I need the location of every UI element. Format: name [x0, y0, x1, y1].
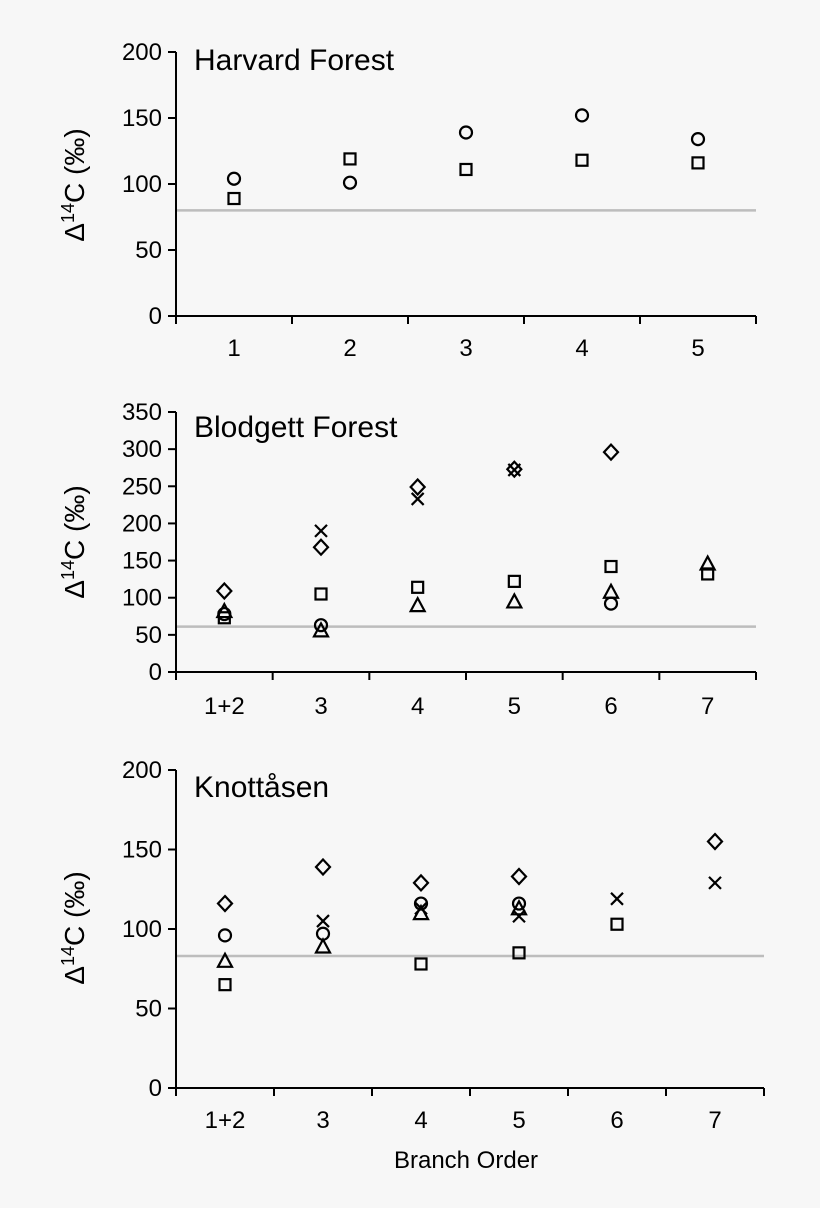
panel-knottasen: Knottåsen Δ14C (‰) Branch Order 0 50 100 15… — [58, 757, 765, 1174]
x-tick-label: 1+2 — [205, 1107, 246, 1134]
triangle-marker — [510, 899, 528, 916]
x-tick-label: 4 — [575, 335, 588, 362]
x-tick-label: 6 — [610, 1107, 623, 1134]
cross-marker — [610, 892, 624, 906]
diamond-marker — [510, 867, 528, 886]
circle-marker — [458, 125, 474, 140]
x-tick-label: 5 — [691, 335, 704, 362]
x-tick-label: 4 — [411, 693, 424, 720]
y-tick-label: 50 — [135, 996, 162, 1023]
square-marker — [610, 917, 624, 931]
panel-title-blodgett: Blodgett Forest — [194, 411, 398, 444]
y-tick-label: 350 — [122, 399, 162, 426]
square-marker — [691, 156, 705, 170]
x-tick-label: 1 — [227, 335, 240, 362]
x-tick-label: 3 — [459, 335, 472, 362]
x-tick-label: 7 — [701, 693, 714, 720]
square-marker — [604, 559, 618, 574]
square-marker — [701, 567, 715, 581]
cross-marker — [512, 909, 526, 924]
y-tick-label: 150 — [122, 105, 162, 132]
square-marker — [459, 162, 473, 177]
cross-marker — [708, 876, 722, 890]
x-tick-label: 7 — [708, 1107, 721, 1134]
y-tick-label: 300 — [122, 436, 162, 463]
diamond-marker — [412, 873, 430, 893]
triangle-marker — [698, 554, 717, 571]
y-tick-label: 150 — [122, 548, 162, 575]
x-tick-label: 4 — [414, 1107, 427, 1134]
y-tick-label: 0 — [149, 303, 162, 330]
y-tick-label: 100 — [122, 171, 162, 198]
cross-marker — [410, 492, 425, 506]
diamond-marker — [215, 581, 233, 601]
x-tick-label: 6 — [604, 693, 617, 720]
square-marker — [414, 957, 428, 971]
triangle-marker — [408, 595, 427, 613]
triangle-marker — [216, 951, 234, 968]
y-tick-label: 50 — [135, 622, 162, 649]
triangle-marker — [314, 937, 332, 954]
circle-marker — [603, 596, 619, 611]
y-tick-label: 100 — [122, 585, 162, 612]
square-marker — [218, 978, 232, 992]
x-tick-label: 1+2 — [204, 693, 245, 720]
y-tick-label: 0 — [149, 1075, 162, 1102]
diamond-marker — [706, 832, 724, 851]
square-marker — [314, 587, 328, 601]
square-marker — [575, 153, 589, 167]
circle-marker — [690, 132, 706, 147]
square-marker — [507, 574, 521, 588]
y-tick-label: 100 — [122, 916, 162, 943]
square-marker — [411, 580, 425, 594]
circle-marker — [226, 171, 242, 186]
circle-marker — [574, 108, 590, 123]
triangle-marker — [505, 592, 524, 609]
circle-marker — [313, 618, 329, 633]
x-tick-label: 3 — [316, 1107, 329, 1134]
cross-marker — [316, 914, 330, 928]
square-marker — [512, 946, 526, 960]
triangle-marker — [312, 621, 330, 638]
y-tick-label: 200 — [122, 757, 162, 784]
circle-marker — [511, 896, 527, 911]
y-tick-label: 200 — [122, 510, 162, 537]
y-axis-title-knottasen: Δ14C (‰) — [58, 871, 90, 984]
x-axis-title: Branch Order — [394, 1147, 538, 1174]
panel-title-harvard: Harvard Forest — [194, 44, 395, 77]
x-tick-label: 2 — [343, 335, 356, 362]
y-tick-label: 150 — [122, 837, 162, 864]
diamond-marker — [314, 857, 332, 877]
diamond-marker — [602, 443, 620, 462]
x-tick-label: 3 — [314, 693, 327, 720]
y-tick-label: 0 — [149, 659, 162, 686]
square-marker — [217, 611, 231, 625]
x-tick-label: 5 — [508, 693, 521, 720]
panel-blodgett-forest: Blodgett Forest Δ14C (‰) 0 50 100 150 200 250… — [58, 399, 757, 720]
panel-title-knottasen: Knottåsen — [194, 771, 329, 804]
square-marker — [227, 191, 241, 206]
panel-harvard-forest: Harvard Forest Δ14C (‰) 0 50 100 150 200 1 2 3 4… — [58, 39, 757, 362]
x-tick-label: 5 — [512, 1107, 525, 1134]
cross-marker — [314, 524, 328, 538]
diamond-marker — [312, 538, 330, 557]
cross-marker — [507, 463, 522, 477]
y-tick-label: 200 — [122, 39, 162, 66]
diamond-marker — [409, 477, 427, 497]
triangle-marker — [412, 903, 430, 921]
y-tick-label: 250 — [122, 473, 162, 500]
y-tick-label: 50 — [135, 237, 162, 264]
y-axis-title-blodgett: Δ14C (‰) — [58, 485, 90, 598]
diamond-marker — [216, 894, 234, 913]
square-marker — [343, 152, 357, 166]
circle-marker — [217, 928, 233, 943]
circle-marker — [342, 175, 358, 190]
y-axis-title-harvard: Δ14C (‰) — [58, 128, 90, 241]
